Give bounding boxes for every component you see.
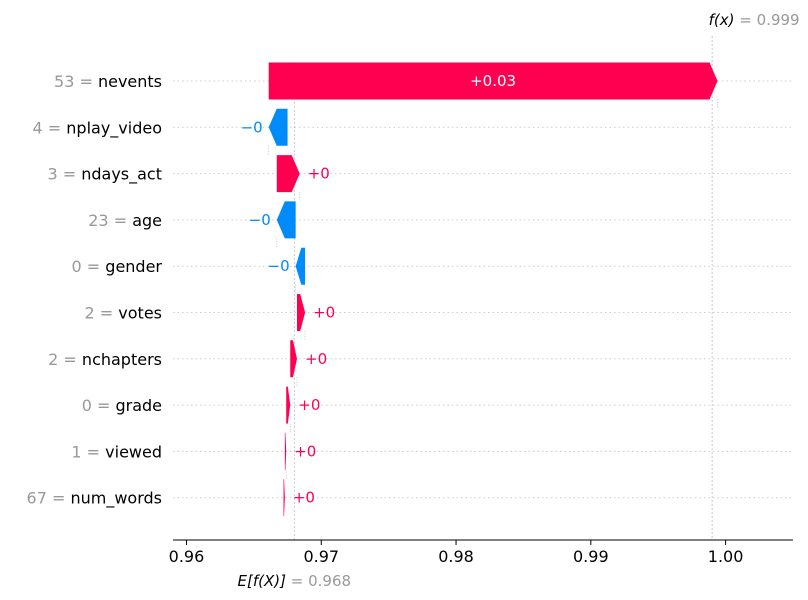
contribution-bar: [268, 108, 288, 146]
feature-name: nplay_video: [66, 118, 162, 138]
value-annotations: E[f(X)] = 0.968 f(x) = 0.999: [238, 11, 800, 590]
contribution-bar: [284, 432, 287, 470]
feature-name: num_words: [70, 489, 162, 509]
feature-name: votes: [118, 304, 162, 323]
bar-value-label: +0.03: [470, 72, 516, 90]
bar-value-label: +0: [294, 442, 316, 460]
contribution-bar: [290, 340, 297, 378]
feature-value: 4 =: [33, 118, 67, 137]
feature-name: nchapters: [82, 350, 162, 369]
feature-value: 23 =: [88, 211, 132, 230]
x-tick-label: 1.00: [708, 547, 744, 566]
feature-value: 0 =: [82, 396, 116, 415]
contribution-bar: [283, 479, 285, 517]
feature-label: 1 = viewed: [71, 442, 162, 461]
base-value-label: E[f(X)]: [238, 572, 291, 590]
feature-name: nevents: [98, 72, 162, 91]
feature-name: ndays_act: [81, 165, 162, 185]
bar-value-label: −0: [249, 211, 271, 229]
feature-label: 4 = nplay_video: [33, 118, 162, 138]
reference-lines: [293, 36, 713, 540]
contribution-bar: [276, 201, 296, 239]
feature-label: 2 = nchapters: [48, 350, 162, 369]
feature-label: 0 = gender: [72, 257, 163, 276]
feature-label: 67 = num_words: [27, 489, 162, 509]
x-tick-label: 0.99: [573, 547, 609, 566]
row-gridlines: [173, 80, 793, 499]
feature-labels: +0.03 53 = nevents −0 4 = nplay_video +0 3 = …: [27, 72, 517, 509]
bar-value-label: +0: [308, 165, 330, 183]
x-tick-label: 0.96: [169, 547, 205, 566]
feature-value: 0 =: [72, 257, 106, 276]
feature-name: gender: [105, 257, 162, 276]
contribution-bar: [297, 294, 306, 331]
feature-label: 23 = age: [88, 211, 162, 230]
feature-label: 2 = votes: [85, 304, 162, 323]
bar-value-label: +0: [298, 396, 320, 414]
feature-value: 3 =: [47, 165, 81, 184]
feature-value: 2 =: [48, 350, 82, 369]
feature-label: 53 = nevents: [54, 72, 162, 91]
output-value-label: f(x): [709, 11, 740, 29]
bar-value-label: −0: [241, 118, 263, 136]
output-value-annotation: f(x) = 0.999: [709, 11, 800, 29]
feature-value: 1 =: [71, 442, 105, 461]
feature-value: 53 =: [54, 72, 98, 91]
x-tick-label: 0.97: [303, 547, 339, 566]
bar-value-label: −0: [268, 257, 290, 275]
contribution-bar: [286, 386, 291, 424]
bar-value-label: +0: [305, 350, 327, 368]
feature-name: age: [132, 211, 162, 230]
x-tick-label: 0.98: [438, 547, 474, 566]
feature-name: viewed: [105, 442, 162, 461]
bar-value-label: +0: [313, 304, 335, 322]
x-axis: 0.96 0.97 0.98 0.99 1.00: [169, 539, 793, 566]
base-value-annotation: E[f(X)] = 0.968: [238, 572, 352, 590]
feature-label: 3 = ndays_act: [47, 165, 162, 185]
output-value-number: = 0.999: [739, 11, 799, 29]
contribution-bar: [276, 155, 300, 193]
feature-value: 2 =: [85, 304, 119, 323]
bar-value-label: +0: [293, 489, 315, 507]
feature-name: grade: [115, 396, 162, 415]
contribution-bar: [268, 62, 718, 100]
contribution-bar: [295, 247, 306, 285]
base-value-number: = 0.968: [291, 572, 351, 590]
feature-label: 0 = grade: [82, 396, 162, 415]
contribution-bars: [268, 62, 718, 517]
feature-value: 67 =: [27, 489, 71, 508]
